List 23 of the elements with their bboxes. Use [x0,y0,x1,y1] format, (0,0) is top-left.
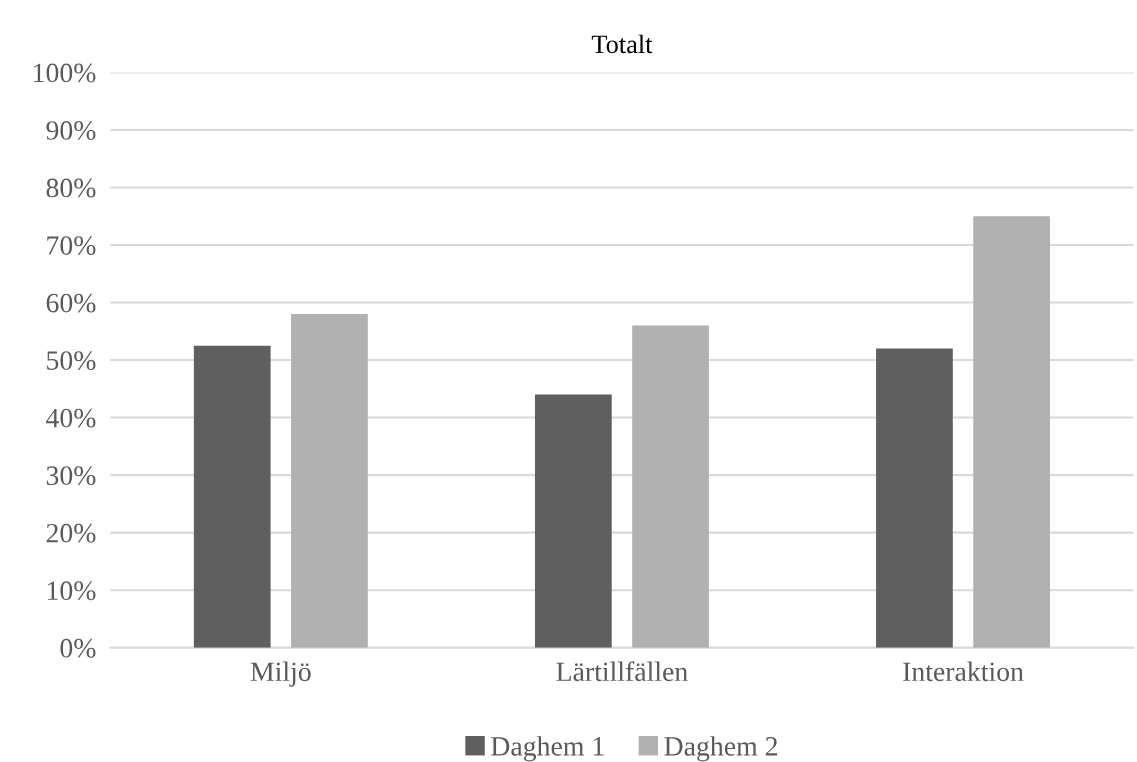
x-tick-label: Miljö [250,661,311,687]
y-tick-label: 70% [47,236,96,255]
x-tick-label: Interaktion [903,661,1024,682]
bar [973,216,1051,648]
y-tick-label: 0% [60,638,96,658]
y-tick-label: 80% [46,178,96,198]
y-tick-label: 90% [46,121,96,140]
y-tick-label: 60% [46,293,96,313]
bar [876,348,953,648]
y-tick-label: 30% [46,466,96,486]
bar [632,325,709,648]
legend-label: Daghem 2 [664,736,778,762]
chart-title: Totalt [591,34,653,54]
bar [193,345,271,648]
y-tick-label: 20% [46,523,96,543]
y-tick-label: 40% [46,408,96,428]
bar [291,314,368,648]
y-tick-label: 10% [47,581,96,601]
x-tick-label: Lärtillfällen [556,661,688,682]
y-tick-label: 100% [34,63,96,83]
bar [534,394,612,648]
legend-label: Daghem 1 [491,736,604,762]
y-tick-label: 50% [47,351,96,371]
